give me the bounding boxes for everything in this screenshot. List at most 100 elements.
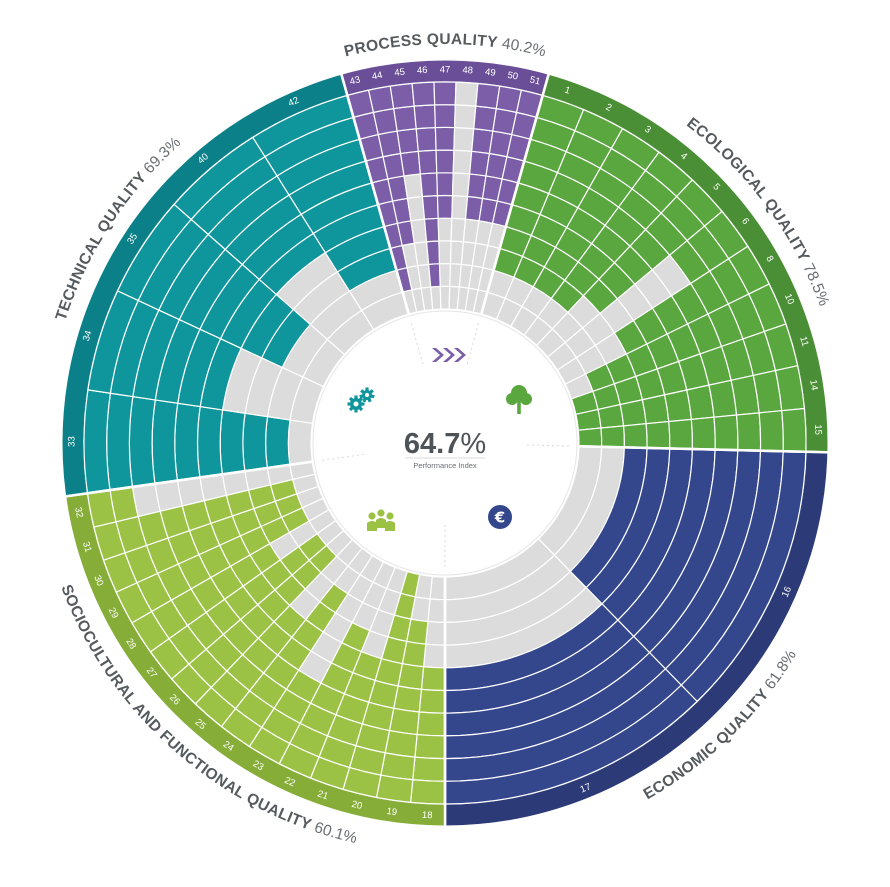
cell-process-46-6 [417, 149, 438, 175]
cell-process-46-0 [430, 285, 442, 311]
cell-sociocultural-18-7 [414, 733, 446, 760]
cell-process-49-9 [475, 82, 501, 110]
cell-technical-33-2 [242, 412, 269, 472]
cell-process-47-6 [435, 149, 455, 174]
criterion-label-17: 17 [579, 781, 593, 795]
category-percent-economic: 61.8% [762, 647, 801, 693]
cell-process-47-2 [438, 240, 452, 265]
people-icon [367, 509, 395, 531]
criterion-label-33: 33 [66, 436, 77, 447]
criterion-label-3: 3 [642, 124, 652, 136]
performance-index-label: Performance Index [413, 461, 477, 470]
criterion-label-5: 5 [710, 181, 722, 192]
criterion-label-23: 23 [251, 758, 266, 773]
cell-ecological-14-2 [619, 399, 647, 427]
cell-process-45-7 [396, 128, 419, 155]
cell-sociocultural-19-6 [388, 707, 420, 736]
cell-process-48-8 [453, 104, 477, 130]
cell-sociocultural-18-1 [427, 598, 446, 624]
center-circle [312, 310, 578, 576]
tree-icon [506, 385, 532, 414]
criterion-label-18: 18 [422, 810, 433, 821]
cell-process-47-0 [439, 285, 451, 310]
chevrons-icon [432, 348, 466, 362]
center-divider [526, 444, 569, 447]
cell-sociocultural-19-9 [375, 774, 414, 804]
cell-technical-33-6 [151, 399, 179, 485]
euro-icon: € [488, 505, 512, 529]
criterion-label-22: 22 [283, 775, 297, 789]
criterion-label-8: 8 [763, 254, 775, 264]
criterion-label-45: 45 [394, 67, 406, 79]
cell-technical-33-4 [196, 405, 224, 479]
criteria-cells [83, 81, 807, 805]
criterion-label-4: 4 [678, 150, 689, 162]
criterion-label-19: 19 [386, 806, 398, 818]
criterion-label-43: 43 [349, 74, 362, 87]
cell-process-45-9 [389, 82, 415, 110]
cell-process-44-9 [367, 85, 395, 114]
cell-process-47-7 [434, 126, 456, 151]
center-icons: € [347, 348, 532, 531]
cell-ecological-15-3 [645, 420, 671, 450]
criterion-label-14: 14 [807, 379, 820, 391]
criterion-label-42: 42 [287, 95, 301, 109]
cell-process-48-7 [453, 126, 475, 152]
cell-ecological-15-5 [690, 416, 716, 451]
criterion-label-46: 46 [417, 65, 428, 77]
criterion-label-30: 30 [91, 574, 105, 588]
criterion-label-1: 1 [563, 85, 572, 97]
criterion-label-24: 24 [221, 739, 236, 754]
cell-process-46-5 [419, 172, 439, 198]
cell-process-48-4 [451, 194, 469, 220]
cell-process-46-2 [425, 240, 441, 266]
category-separator [479, 72, 551, 317]
performance-index-value: 64.7% [404, 428, 486, 460]
cell-sociocultural-18-6 [416, 711, 446, 737]
category-percent-sociocultural: 60.1% [312, 819, 359, 847]
cell-process-47-1 [438, 262, 452, 287]
criterion-label-50: 50 [507, 70, 519, 83]
category-label-process: PROCESS QUALITY 40.2% [342, 31, 547, 60]
outer-ring-edge [61, 59, 829, 827]
cell-technical-33-5 [174, 402, 201, 482]
criterion-label-51: 51 [528, 74, 541, 87]
criterion-label-10: 10 [782, 292, 796, 306]
cell-ecological-15-4 [668, 418, 694, 450]
cell-sociocultural-18-5 [418, 688, 446, 714]
cell-technical-33-7 [128, 395, 156, 488]
category-percent-process: 40.2% [501, 35, 548, 60]
cell-technical-33-8 [106, 392, 134, 491]
criterion-label-28: 28 [123, 637, 138, 652]
cell-process-48-9 [454, 81, 479, 107]
category-separator [576, 444, 830, 454]
criterion-label-48: 48 [462, 65, 473, 77]
criterion-label-16: 16 [780, 585, 794, 599]
cell-process-46-3 [423, 217, 440, 243]
criterion-label-34: 34 [81, 329, 95, 342]
cell-ecological-14-1 [597, 403, 625, 429]
cell-process-45-5 [403, 173, 424, 200]
cell-process-46-4 [421, 194, 439, 220]
center-dividers [322, 323, 569, 567]
criterion-label-11: 11 [797, 335, 810, 347]
cell-ecological-14-3 [641, 394, 670, 425]
category-separator [339, 72, 411, 317]
gears-icon [347, 387, 375, 413]
criterion-label-31: 31 [80, 540, 94, 553]
center-disc: € 64.7% Performance Index [312, 310, 578, 576]
criterion-label-15: 15 [812, 424, 823, 435]
category-percent-ecological: 78.5% [799, 261, 832, 309]
cell-process-47-3 [437, 217, 453, 242]
cell-process-47-9 [433, 81, 457, 106]
cell-process-48-5 [451, 172, 471, 198]
cell-sociocultural-18-8 [412, 756, 446, 782]
cell-sociocultural-18-9 [409, 779, 446, 805]
category-name-process: PROCESS QUALITY [342, 31, 503, 60]
criterion-label-2: 2 [604, 102, 614, 114]
criterion-label-44: 44 [371, 70, 383, 83]
cell-process-46-1 [427, 263, 441, 288]
criterion-label-29: 29 [106, 606, 121, 620]
cell-process-46-8 [413, 104, 437, 130]
